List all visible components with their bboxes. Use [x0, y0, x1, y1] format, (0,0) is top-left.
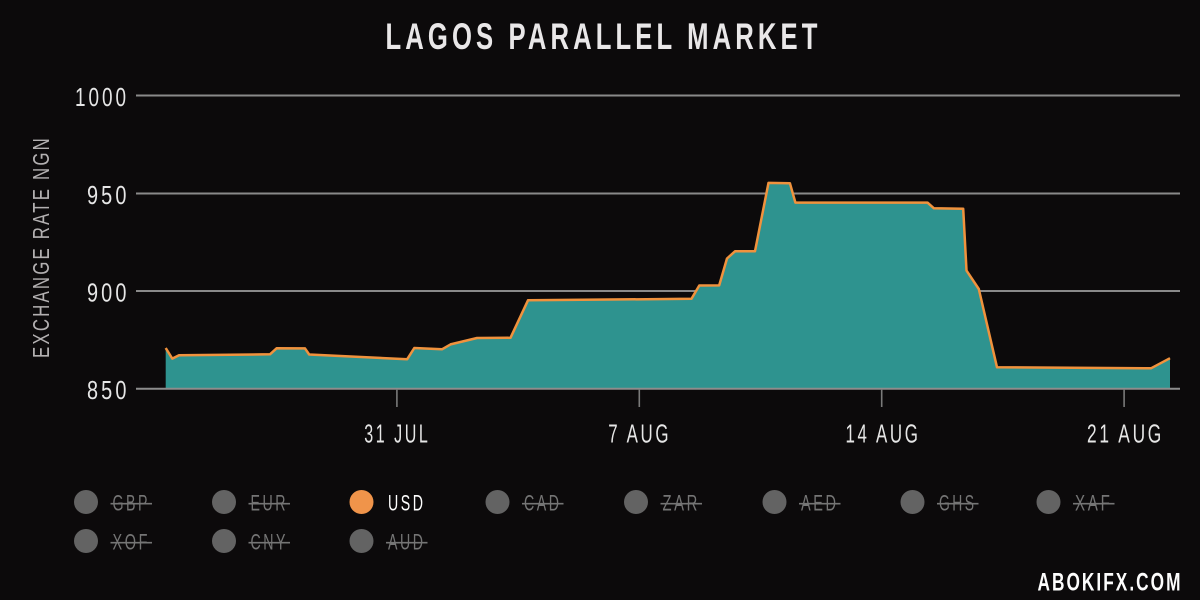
svg-text:1000: 1000: [75, 84, 129, 112]
svg-text:LAGOS PARALLEL MARKET: LAGOS PARALLEL MARKET: [386, 15, 822, 57]
svg-text:21 AUG: 21 AUG: [1087, 420, 1164, 448]
svg-text:7 AUG: 7 AUG: [608, 420, 671, 448]
svg-text:EXCHANGE RATE NGN: EXCHANGE RATE NGN: [28, 136, 54, 358]
svg-text:USD: USD: [388, 491, 426, 516]
svg-text:900: 900: [87, 280, 130, 308]
svg-text:950: 950: [87, 182, 130, 210]
svg-text:850: 850: [87, 377, 130, 405]
svg-text:14 AUG: 14 AUG: [846, 420, 921, 448]
svg-text:ABOKIFX.COM: ABOKIFX.COM: [1038, 568, 1183, 596]
svg-text:31 JUL: 31 JUL: [364, 420, 430, 448]
